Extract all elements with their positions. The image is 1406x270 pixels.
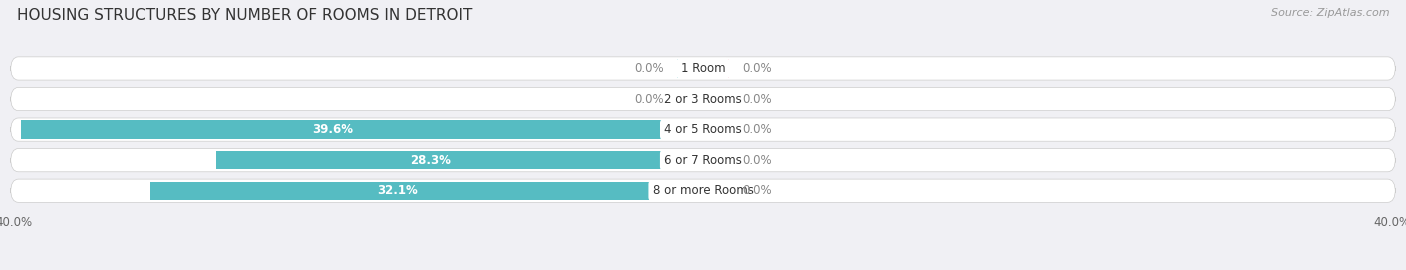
Bar	[703, 181, 728, 200]
FancyBboxPatch shape	[11, 57, 1395, 80]
Bar	[703, 120, 728, 139]
Text: 0.0%: 0.0%	[742, 154, 772, 167]
Text: 1 Room: 1 Room	[681, 62, 725, 75]
Bar	[703, 59, 728, 78]
Bar	[703, 90, 728, 108]
FancyBboxPatch shape	[11, 148, 1395, 172]
Bar	[678, 59, 703, 78]
Text: 32.1%: 32.1%	[377, 184, 418, 197]
Text: Source: ZipAtlas.com: Source: ZipAtlas.com	[1271, 8, 1389, 18]
Text: 4 or 5 Rooms: 4 or 5 Rooms	[664, 123, 742, 136]
FancyBboxPatch shape	[11, 179, 1395, 202]
Text: 0.0%: 0.0%	[742, 93, 772, 106]
Bar	[150, 181, 703, 200]
Text: 0.0%: 0.0%	[742, 184, 772, 197]
Bar	[703, 151, 728, 169]
Text: 39.6%: 39.6%	[312, 123, 353, 136]
Bar	[215, 151, 703, 169]
Text: 0.0%: 0.0%	[742, 62, 772, 75]
Text: 6 or 7 Rooms: 6 or 7 Rooms	[664, 154, 742, 167]
Text: 2 or 3 Rooms: 2 or 3 Rooms	[664, 93, 742, 106]
Bar	[21, 120, 703, 139]
Text: 0.0%: 0.0%	[634, 93, 664, 106]
Legend: Owner-occupied, Renter-occupied: Owner-occupied, Renter-occupied	[581, 266, 825, 270]
Bar	[678, 90, 703, 108]
Text: 28.3%: 28.3%	[409, 154, 451, 167]
Text: 0.0%: 0.0%	[742, 123, 772, 136]
FancyBboxPatch shape	[11, 87, 1395, 111]
Text: HOUSING STRUCTURES BY NUMBER OF ROOMS IN DETROIT: HOUSING STRUCTURES BY NUMBER OF ROOMS IN…	[17, 8, 472, 23]
FancyBboxPatch shape	[11, 118, 1395, 141]
Text: 0.0%: 0.0%	[634, 62, 664, 75]
Text: 8 or more Rooms: 8 or more Rooms	[652, 184, 754, 197]
